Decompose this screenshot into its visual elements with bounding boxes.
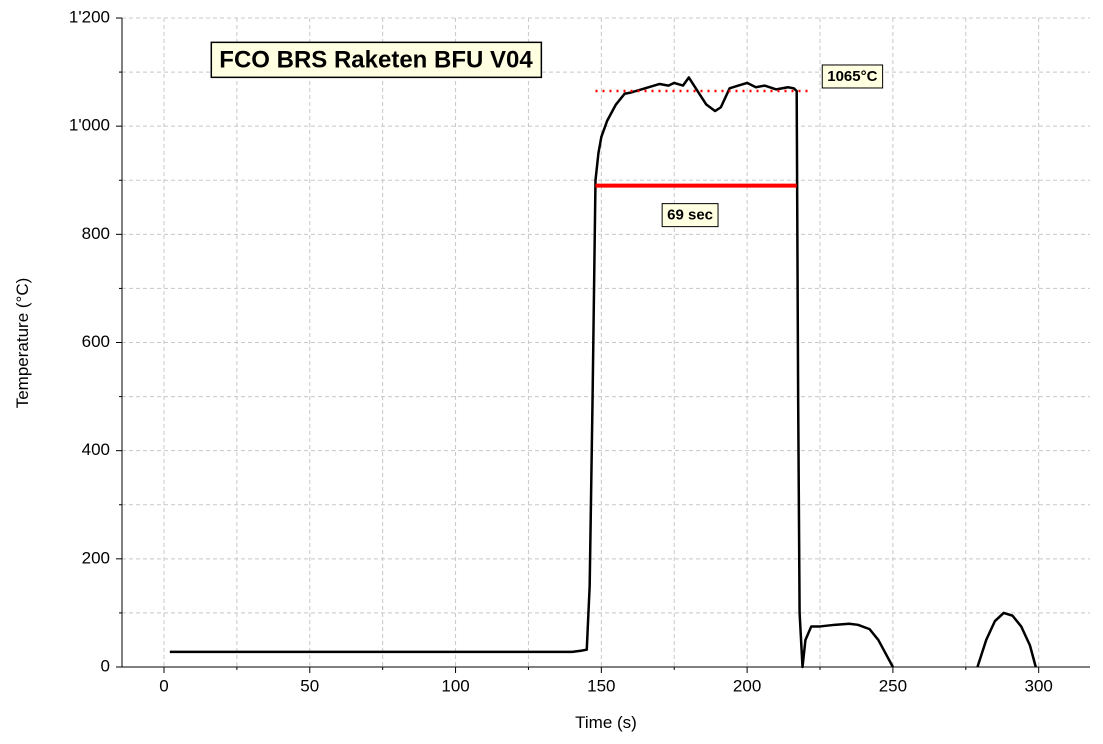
- data-line: [169, 76, 1037, 669]
- y-tick-label: 1'200: [69, 7, 110, 26]
- y-tick-label: 600: [82, 332, 110, 351]
- y-tick-label: 1'000: [69, 116, 110, 135]
- annotation-box: [661, 203, 719, 228]
- x-tick-label: 200: [733, 676, 761, 695]
- y-tick-label: 400: [82, 440, 110, 459]
- annotation: 69 sec: [661, 203, 719, 228]
- annotation-label: 69 sec: [667, 207, 713, 224]
- title-group: FCO BRS Raketen BFU V04: [210, 41, 543, 79]
- annotation-box: [821, 64, 884, 89]
- x-tick-label: 150: [587, 676, 615, 695]
- x-tick-label: 100: [441, 676, 469, 695]
- title-box: [210, 41, 543, 79]
- annotation: 1065°C: [821, 64, 884, 89]
- plot: [169, 76, 1037, 669]
- annotation-label: 1065°C: [827, 68, 877, 85]
- x-tick-label: 300: [1024, 676, 1052, 695]
- y-tick-label: 800: [82, 224, 110, 243]
- y-tick-label: 0: [101, 656, 110, 675]
- x-tick-label: 0: [159, 676, 168, 695]
- x-tick-label: 250: [879, 676, 907, 695]
- x-tick-label: 50: [300, 676, 319, 695]
- x-axis-label: Time (s): [575, 713, 637, 732]
- y-tick-label: 200: [82, 548, 110, 567]
- y-axis-label: Temperature (°C): [13, 278, 32, 409]
- chart-title: FCO BRS Raketen BFU V04: [219, 46, 533, 73]
